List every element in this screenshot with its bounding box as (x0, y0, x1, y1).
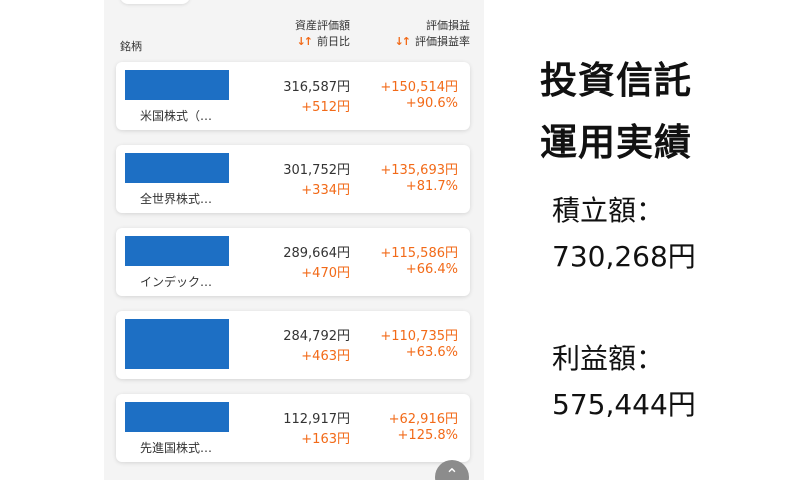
fund-gain: +150,514円 (380, 80, 458, 95)
header-gain-column[interactable]: 評価損益 ↓↑ 評価損益率 (395, 18, 470, 50)
fund-gain: +110,735円 (380, 329, 458, 344)
table-header: 銘柄 資産評価額 ↓↑ 前日比 評価損益 ↓↑ 評価損益率 (104, 0, 484, 60)
fund-day-change: +334円 (301, 183, 350, 198)
fund-logo-mask (125, 70, 229, 100)
fund-gain: +115,586円 (380, 246, 458, 261)
profit-label: 利益額： (552, 342, 665, 375)
header-gain-rate: 評価損益率 (415, 35, 470, 48)
fund-asset-value: 316,587円 (283, 80, 350, 95)
fund-gain-rate: +63.6% (405, 345, 458, 360)
chevron-up-icon[interactable]: ⌃ (435, 460, 469, 480)
header-day-change: 前日比 (317, 35, 350, 48)
fund-day-change: +470円 (301, 266, 350, 281)
fund-asset-value: 284,792円 (283, 329, 350, 344)
summary-invest: 積立額： 730,268円 (552, 188, 696, 280)
sort-arrows-icon[interactable]: ↓↑ (394, 35, 412, 48)
fund-asset-value: 301,752円 (283, 163, 350, 178)
fund-asset-value: 112,917円 (283, 412, 350, 427)
invest-value: 730,268円 (552, 240, 696, 273)
header-fund-name: 銘柄 (120, 40, 142, 53)
fund-name: 全世界株式… (140, 192, 213, 206)
fund-list-panel: 銘柄 資産評価額 ↓↑ 前日比 評価損益 ↓↑ 評価損益率 米国株式（… 316,5… (104, 0, 484, 480)
fund-name: インデック… (140, 275, 213, 289)
fund-asset-value: 289,664円 (283, 246, 350, 261)
summary-title-line2: 運用実績 (540, 121, 692, 164)
profit-value: 575,444円 (552, 388, 696, 421)
header-gain: 評価損益 (426, 19, 470, 32)
fund-card[interactable]: 米国株式（… 316,587円 +512円 +150,514円 +90.6% (116, 62, 470, 130)
fund-name: 先進国株式… (140, 441, 213, 455)
fund-card[interactable]: 284,792円 +463円 +110,735円 +63.6% (116, 311, 470, 379)
fund-name: 米国株式（… (140, 109, 213, 123)
fund-gain-rate: +81.7% (405, 179, 458, 194)
invest-label: 積立額： (552, 194, 665, 227)
fund-day-change: +512円 (301, 100, 350, 115)
fund-card[interactable]: 全世界株式… 301,752円 +334円 +135,693円 +81.7% (116, 145, 470, 213)
summary-title: 投資信託 運用実績 (540, 50, 692, 174)
fund-card[interactable]: 先進国株式… 112,917円 +163円 +62,916円 +125.8% (116, 394, 470, 462)
fund-gain: +135,693円 (380, 163, 458, 178)
fund-logo-mask (125, 236, 229, 266)
fund-logo-mask (125, 153, 229, 183)
fund-gain-rate: +66.4% (405, 262, 458, 277)
fund-logo-mask (125, 402, 229, 432)
summary-profit: 利益額： 575,444円 (552, 336, 696, 428)
fund-day-change: +463円 (301, 349, 350, 364)
sort-arrows-icon[interactable]: ↓↑ (296, 35, 314, 48)
fund-gain-rate: +90.6% (405, 96, 458, 111)
fund-gain-rate: +125.8% (397, 428, 458, 443)
fund-logo-mask (125, 319, 229, 369)
top-tab-stub (120, 0, 190, 4)
fund-card[interactable]: インデック… 289,664円 +470円 +115,586円 +66.4% (116, 228, 470, 296)
header-asset-value: 資産評価額 (295, 19, 350, 32)
fund-gain: +62,916円 (388, 412, 458, 427)
summary-title-line1: 投資信託 (540, 59, 692, 102)
fund-day-change: +163円 (301, 432, 350, 447)
header-asset-column[interactable]: 資産評価額 ↓↑ 前日比 (295, 18, 350, 50)
